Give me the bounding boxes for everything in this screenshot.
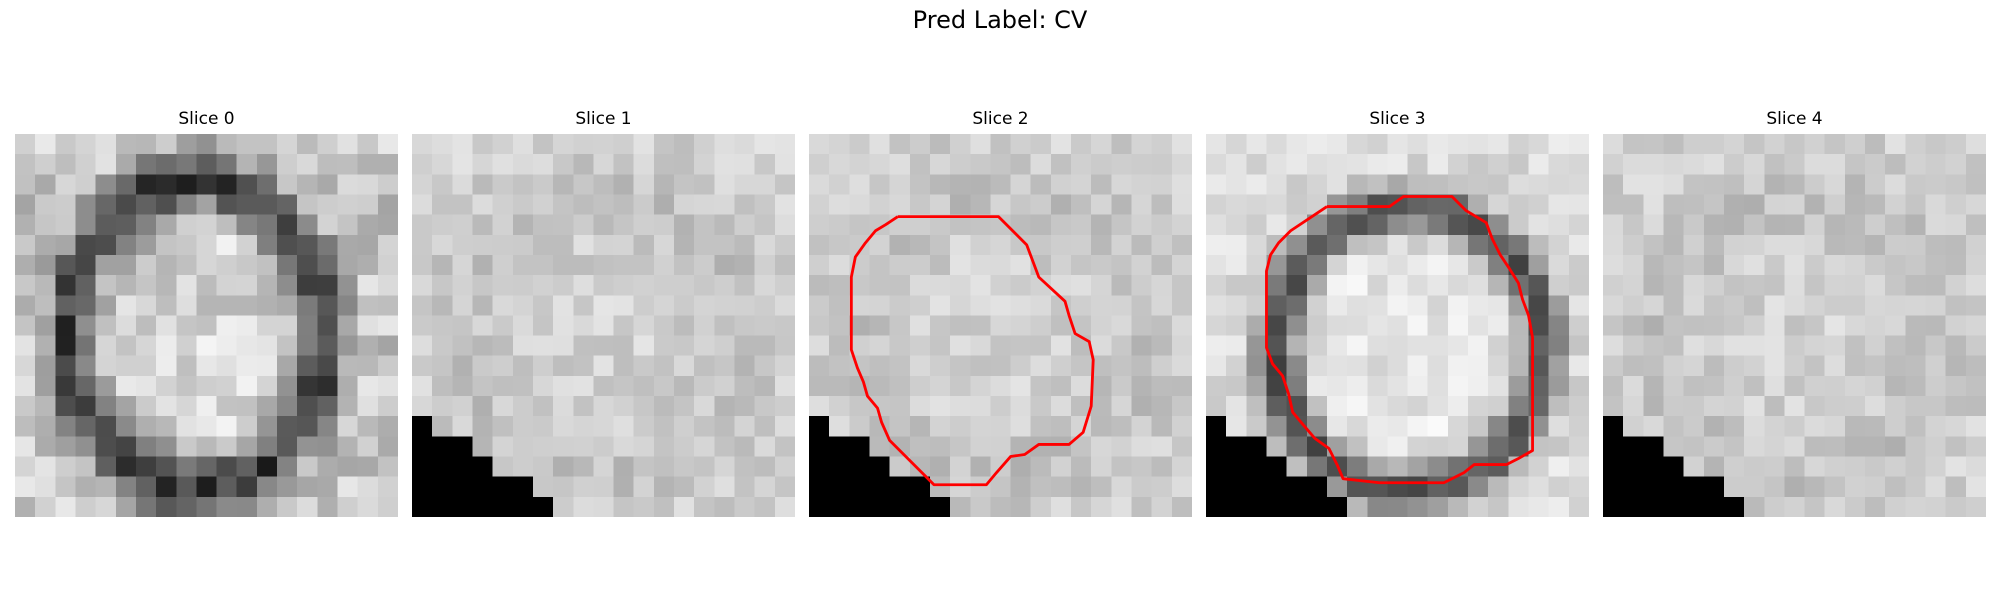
slice-image <box>1603 134 1986 517</box>
slice-image <box>809 134 1192 517</box>
slice-title: Slice 0 <box>178 109 235 129</box>
slice-image <box>412 134 795 517</box>
mask-region <box>1206 416 1589 517</box>
slice-panel-2: Slice 2 <box>809 108 1192 517</box>
slice-panel-4: Slice 4 <box>1603 108 1986 517</box>
slice-title: Slice 3 <box>1369 109 1426 129</box>
slice-title: Slice 4 <box>1766 109 1823 129</box>
slice-image <box>1206 134 1589 517</box>
slice-title: Slice 2 <box>972 109 1029 129</box>
mask-region <box>412 416 795 517</box>
figure-title: Pred Label: CV <box>912 6 1088 34</box>
slice-panel-3: Slice 3 <box>1206 108 1589 517</box>
mask-region <box>809 416 1192 517</box>
slice-image <box>15 134 398 517</box>
slice-panel-1: Slice 1 <box>412 108 795 517</box>
slice-panel-0: Slice 0 <box>15 108 398 517</box>
segmentation-contour <box>849 215 1095 487</box>
mask-region <box>1603 416 1986 517</box>
segmentation-contour <box>1265 195 1534 485</box>
slice-title: Slice 1 <box>575 109 632 129</box>
